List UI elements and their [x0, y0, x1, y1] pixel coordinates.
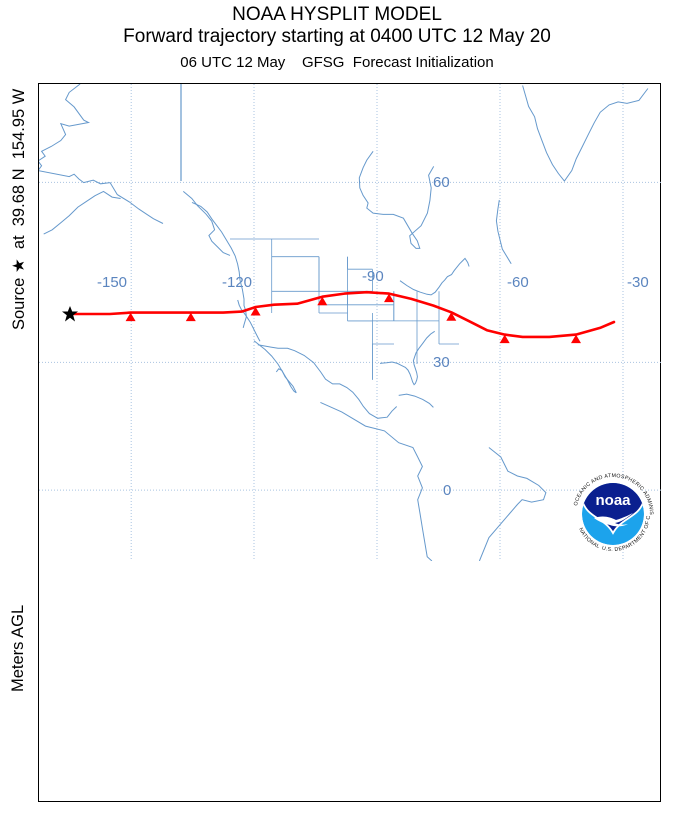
svg-text:-90: -90	[362, 268, 384, 285]
svg-text:-60: -60	[507, 274, 529, 291]
svg-text:-120: -120	[222, 274, 252, 291]
svg-text:-150: -150	[97, 274, 127, 291]
svg-text:0: 0	[443, 482, 451, 499]
svg-text:30: 30	[433, 354, 450, 371]
svg-text:noaa: noaa	[595, 492, 631, 509]
svg-text:60: 60	[433, 174, 450, 191]
svg-text:-30: -30	[627, 274, 649, 291]
